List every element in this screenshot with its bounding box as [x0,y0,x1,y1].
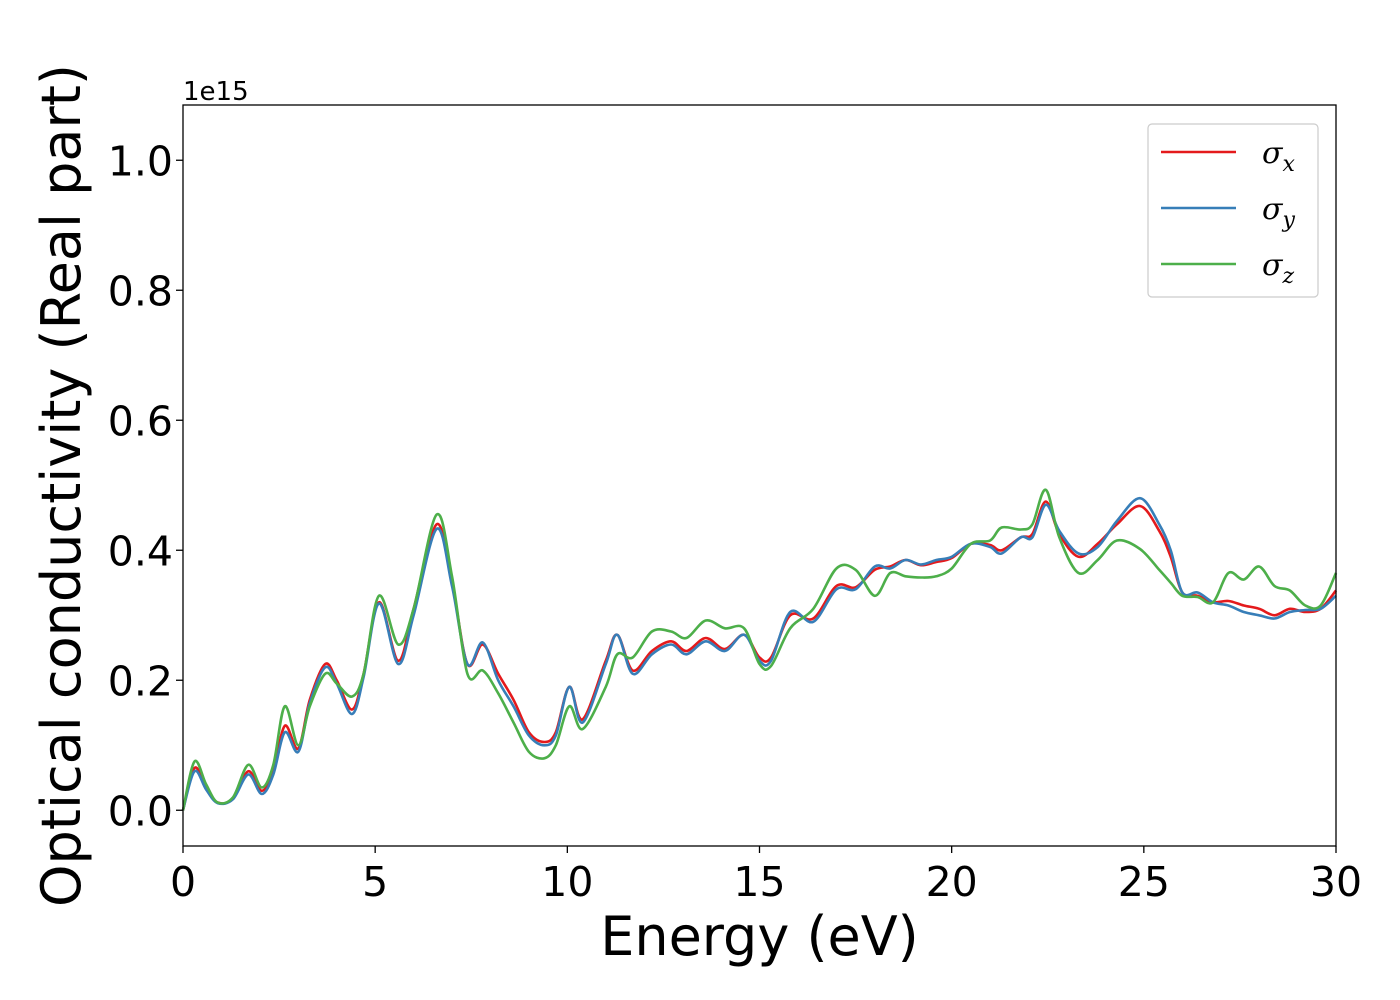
x-tick-label: 5 [362,858,388,906]
x-tick-label: 30 [1310,858,1362,906]
legend-subscript: y [1281,208,1295,233]
legend-symbol: σ [1262,136,1284,171]
legend-frame [1147,123,1319,298]
series-line-y [181,496,1337,811]
x-tick-label: 10 [541,858,593,906]
series-line-z [181,488,1338,811]
legend-symbol: σ [1262,248,1284,283]
legend-subscript: x [1282,152,1295,177]
y-offset-text: 1e15 [183,77,249,107]
x-tick-label: 25 [1118,858,1170,906]
legend-label-x: σx [1262,136,1295,177]
y-tick-label: 0.8 [108,267,173,315]
x-tick-label: 0 [170,858,196,906]
legend-label-z: σz [1262,248,1294,289]
legend-symbol: σ [1262,192,1284,227]
legend-subscript: z [1281,264,1294,289]
y-axis: 0.0 0.2 0.4 0.6 0.8 1.0 [108,137,183,835]
y-tick-label: 0.6 [108,397,173,445]
y-tick-label: 0.2 [108,657,173,705]
y-axis-label: Optical conductivity (Real part) [30,64,93,907]
x-axis: 0 5 10 15 20 25 30 [170,846,1362,906]
x-axis-label: Energy (eV) [600,905,919,968]
y-tick-label: 0.0 [108,787,173,835]
series-layer [181,488,1338,811]
y-tick-label: 0.4 [108,527,173,575]
x-tick-label: 15 [733,858,785,906]
x-tick-label: 20 [926,858,978,906]
y-tick-label: 1.0 [108,137,173,185]
legend-label-y: σy [1262,192,1295,233]
